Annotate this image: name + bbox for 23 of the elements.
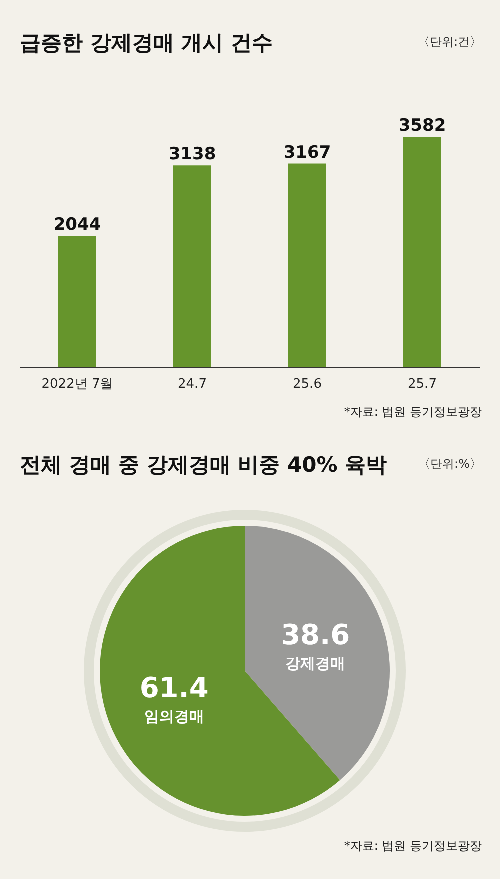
x-tick-label: 24.7 — [178, 377, 207, 392]
x-tick-label: 2022년 7월 — [42, 377, 114, 392]
slice-label: 임의경매 — [144, 707, 204, 726]
data-label: 3582 — [398, 116, 446, 136]
data-label: 3167 — [284, 142, 332, 163]
bar — [174, 166, 212, 368]
data-label: 61.4 — [140, 671, 209, 704]
chart-title: 급증한 강제경매 개시 건수 — [20, 31, 273, 55]
bar — [58, 236, 96, 368]
x-tick-label: 25.7 — [408, 377, 437, 392]
chart-subtitle: 〈단위:건〉 — [418, 35, 482, 49]
bar — [288, 164, 326, 368]
chart-title: 전체 경매 중 강제경매 비중 40% 육박 — [20, 453, 388, 477]
bar — [404, 137, 442, 368]
x-tick-label: 25.6 — [293, 377, 322, 392]
text: *자료: 법원 등기정보광장 — [344, 839, 482, 853]
data-label: 3138 — [168, 144, 216, 165]
pie-slice — [245, 526, 390, 780]
text: 〈단위:%〉 — [418, 457, 482, 471]
data-label: 38.6 — [281, 618, 350, 652]
slice-label: 강제경매 — [286, 654, 346, 673]
data-label: 2044 — [54, 215, 102, 236]
text: *자료: 법원 등기정보광장 — [344, 405, 482, 419]
